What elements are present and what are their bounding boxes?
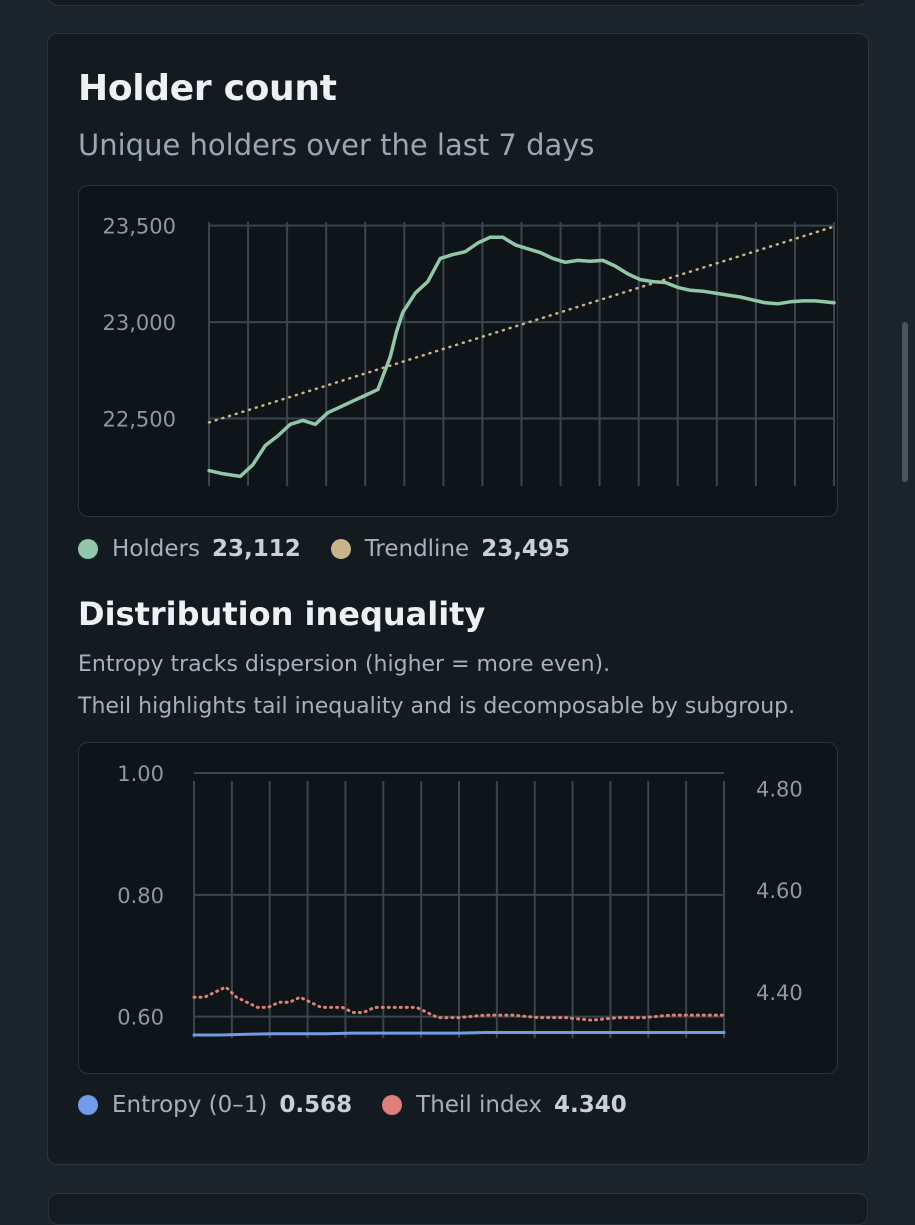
theil-swatch [382,1095,403,1115]
legend-label-entropy: Entropy (0–1) [112,1092,268,1118]
previous-card [48,0,868,6]
left-y-tick-label: 0.60 [117,1006,164,1030]
holder-count-legend: Holders 23,112 Trendline 23,495 [78,536,600,562]
legend-value-entropy: 0.568 [279,1092,353,1118]
legend-label-theil: Theil index [416,1092,542,1118]
holder-count-title: Holder count [78,68,337,109]
distribution-desc-entropy: Entropy tracks dispersion (higher = more… [78,652,611,677]
y-tick-label: 22,500 [103,408,176,432]
trendline-swatch [330,539,351,559]
entropy-0-1--series-line [192,1031,726,1037]
legend-value-trendline: 23,495 [481,536,570,562]
left-y-tick-label: 0.80 [117,884,164,908]
trendline-series-line [207,225,836,424]
holder-count-chart: 23,500 23,000 22,500 [78,185,838,517]
legend-label-holders: Holders [112,536,200,562]
holders-swatch [78,539,98,559]
distribution-desc-theil: Theil highlights tail inequality and is … [78,694,796,719]
legend-item-entropy[interactable]: Entropy (0–1) 0.568 [78,1092,352,1118]
legend-value-holders: 23,112 [211,536,301,562]
legend-item-holders[interactable]: Holders 23,112 [78,536,301,562]
holder-count-subtitle: Unique holders over the last 7 days [78,128,595,162]
legend-item-trendline[interactable]: Trendline 23,495 [330,536,570,562]
distribution-title: Distribution inequality [78,595,486,633]
next-card [48,1193,868,1225]
page-scrollbar[interactable] [902,322,908,482]
legend-item-theil[interactable]: Theil index 4.340 [382,1092,627,1118]
distribution-legend: Entropy (0–1) 0.568 Theil index 4.340 [78,1092,657,1118]
y-tick-label: 23,000 [103,311,176,335]
distribution-svg: 1.00 0.80 0.60 4.80 4.60 4.40 [117,762,803,1038]
entropy-swatch [78,1095,98,1115]
right-y-tick-label: 4.80 [756,777,803,801]
metrics-card: Holder count Unique holders over the las… [47,33,869,1165]
holders-series-line [207,235,836,479]
holder-count-svg: 23,500 23,000 22,500 [103,215,836,486]
theil-index-series-line [192,985,726,1022]
distribution-chart: 1.00 0.80 0.60 4.80 4.60 4.40 [78,742,838,1074]
right-y-tick-label: 4.60 [756,879,803,903]
y-tick-label: 23,500 [103,215,176,239]
right-y-tick-label: 4.40 [756,981,803,1005]
left-y-tick-label: 1.00 [117,762,164,786]
legend-value-theil: 4.340 [553,1092,627,1118]
legend-label-trendline: Trendline [364,536,470,562]
